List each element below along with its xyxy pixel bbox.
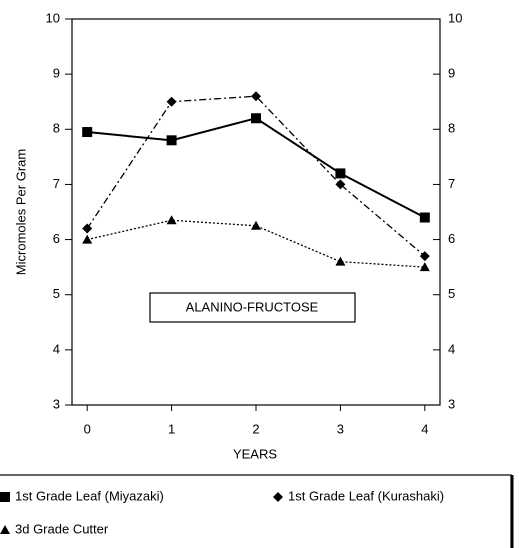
marker-square (251, 113, 261, 124)
marker-diamond (82, 223, 93, 234)
y2-tick-label: 10 (448, 10, 462, 25)
legend-marker (273, 492, 283, 502)
y2-tick-label: 5 (448, 286, 455, 301)
x-tick-label: 1 (168, 421, 175, 436)
marker-square (82, 127, 93, 138)
marker-triangle (335, 256, 346, 266)
x-tick-label: 2 (252, 421, 259, 436)
y-tick-label: 9 (53, 66, 60, 81)
y2-tick-label: 4 (448, 341, 455, 356)
marker-diamond (335, 179, 346, 190)
y2-tick-label: 7 (448, 176, 455, 191)
marker-triangle (419, 262, 430, 272)
legend-box (0, 474, 512, 548)
marker-triangle (251, 220, 261, 230)
legend-label: 1st Grade Leaf (Miyazaki) (15, 488, 164, 503)
y2-tick-label: 9 (448, 66, 455, 81)
legend-marker (0, 525, 10, 534)
annotation-box (149, 292, 356, 323)
y-tick-label: 10 (46, 10, 60, 25)
marker-diamond (166, 96, 177, 107)
marker-triangle (166, 215, 177, 225)
y-tick-label: 6 (53, 231, 60, 246)
y-tick-label: 8 (53, 121, 60, 136)
plot-frame (71, 18, 441, 406)
y2-tick-label: 6 (448, 231, 455, 246)
marker-diamond (251, 91, 261, 102)
x-tick-label: 3 (337, 421, 344, 436)
x-tick-label: 0 (84, 421, 91, 436)
y-axis-label: Micromoles Per Gram (13, 149, 28, 275)
x-axis-label: YEARS (233, 446, 277, 461)
y-tick-label: 5 (53, 286, 60, 301)
marker-square (419, 212, 430, 223)
y2-tick-label: 8 (448, 121, 455, 136)
annotation: ALANINO-FRUCTOSE (186, 299, 319, 314)
legend-label: 3d Grade Cutter (15, 521, 109, 536)
marker-triangle (82, 234, 93, 244)
y-tick-label: 7 (53, 176, 60, 191)
legend-marker (0, 492, 10, 502)
series-line (87, 219, 425, 268)
y-tick-label: 3 (53, 396, 60, 411)
y2-tick-label: 3 (448, 396, 455, 411)
marker-diamond (419, 251, 430, 262)
marker-square (166, 135, 177, 146)
marker-square (335, 168, 346, 179)
legend-label: 1st Grade Leaf (Kurashaki) (288, 488, 444, 503)
x-tick-label: 4 (421, 421, 428, 436)
y-tick-label: 4 (53, 341, 60, 356)
series-line (87, 117, 426, 219)
